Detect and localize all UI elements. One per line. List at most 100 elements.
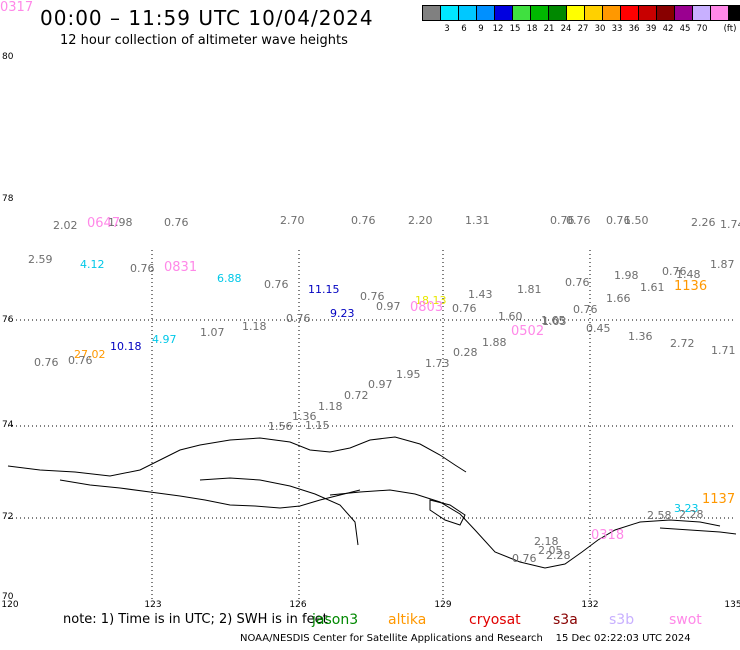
wave-height-value: 2.72: [670, 337, 695, 350]
wave-height-value: 0.76: [130, 262, 155, 275]
observation-time-label: 0318: [591, 528, 625, 543]
wave-height-value: 0.45: [586, 322, 611, 335]
legend-tick-label: 18: [526, 24, 538, 34]
wave-height-value: 4.97: [152, 333, 177, 346]
graticule: [8, 250, 736, 600]
legend-unit: (ft): [723, 24, 737, 34]
wave-height-value: 0.76: [68, 354, 93, 367]
wave-height-value: 0.76: [351, 214, 376, 227]
observation-time-label: 0831: [164, 260, 198, 275]
satellite-jason3: jason3: [312, 612, 359, 628]
wave-height-value: 1.43: [468, 288, 493, 301]
wave-height-value: 2.18: [534, 535, 559, 548]
satellite-swot: swot: [669, 612, 702, 628]
coastline: [7, 436, 737, 569]
observation-time-label: 1136: [674, 279, 708, 294]
footer-note: note: 1) Time is in UTC; 2) SWH is in fe…: [63, 612, 328, 627]
observation-time-label: 0502: [511, 324, 545, 339]
wave-height-value: 0.76: [573, 303, 598, 316]
credit-line: NOAA/NESDIS Center for Satellite Applica…: [240, 633, 691, 644]
observation-time-label: 0647: [87, 216, 121, 231]
satellite-altika: altika: [388, 612, 427, 628]
wave-height-value: 0.28: [453, 346, 478, 359]
lon-label-132: 132: [581, 600, 599, 610]
wave-height-value: 0.97: [368, 378, 393, 391]
legend-swatch: [728, 5, 740, 21]
wave-height-value: 2.28: [546, 549, 571, 562]
legend-tick-label: 24: [560, 24, 572, 34]
wave-height-value: 0.76: [34, 356, 59, 369]
wave-height-value: 1.66: [606, 292, 631, 305]
wave-height-value: 11.15: [308, 283, 340, 296]
legend-tick-label: 70: [696, 24, 708, 34]
lat-label-72: 72: [2, 512, 14, 522]
legend-tick-label: 9: [478, 24, 484, 34]
wave-height-value: 0.76: [566, 214, 591, 227]
wave-height-value: 0.76: [164, 216, 189, 229]
satellite-s3b: s3b: [609, 612, 635, 628]
wave-height-value: 2.26: [691, 216, 716, 229]
legend-tick-label: 36: [628, 24, 640, 34]
wave-height-value: 1.81: [517, 283, 542, 296]
satellite-s3a: s3a: [553, 612, 578, 628]
wave-height-value: 1.18: [318, 400, 343, 413]
credit-timestamp: 15 Dec 02:22:03 UTC 2024: [555, 633, 691, 644]
wave-height-value: 1.50: [624, 214, 649, 227]
wave-height-value: 2.59: [28, 253, 53, 266]
wave-height-value: 9.23: [330, 307, 355, 320]
legend-tick-label: 21: [543, 24, 555, 34]
satellite-cryosat: cryosat: [469, 612, 521, 628]
wave-height-value: 0.76: [512, 552, 537, 565]
lat-label-74: 74: [2, 420, 14, 430]
wave-height-value: 1.36: [292, 410, 317, 423]
wave-height-value: 1.31: [465, 214, 490, 227]
legend-tick-label: 33: [611, 24, 623, 34]
wave-height-value: 1.03: [542, 315, 567, 328]
wave-height-value: 1.56: [268, 420, 293, 433]
map-subtitle: 12 hour collection of altimeter wave hei…: [60, 33, 348, 48]
wave-height-value: 1.73: [425, 357, 450, 370]
wave-height-value: 1.07: [200, 326, 225, 339]
wave-height-value: 1.65: [541, 314, 566, 327]
wave-height-value: 0.76: [550, 214, 575, 227]
wave-height-value: 1.98: [108, 216, 133, 229]
wave-height-value: 2.20: [408, 214, 433, 227]
legend-tick-label: 45: [679, 24, 691, 34]
legend-swatches: [422, 5, 740, 21]
legend-tick-label: 30: [594, 24, 606, 34]
wave-height-value: 1.36: [628, 330, 653, 343]
wave-height-value: 0.76: [286, 312, 311, 325]
legend-tick-label: 39: [645, 24, 657, 34]
wave-height-value: 10.18: [110, 340, 142, 353]
observation-time-label: 0803: [410, 300, 444, 315]
legend-tick-label: 42: [662, 24, 674, 34]
wave-height-value: 0.76: [565, 276, 590, 289]
lat-label-76: 76: [2, 315, 14, 325]
lat-label-70: 70: [2, 592, 14, 602]
wave-height-value: 2.28: [679, 508, 704, 521]
wave-height-value: 6.88: [217, 272, 242, 285]
wave-height-value: 2.58: [647, 509, 672, 522]
lon-label-123: 123: [144, 600, 162, 610]
lat-label-78: 78: [2, 194, 14, 204]
credit-text: NOAA/NESDIS Center for Satellite Applica…: [240, 633, 543, 644]
lon-label-135: 135: [724, 600, 740, 610]
observation-time-label: 1137: [702, 492, 736, 507]
wave-height-value: 0.76: [662, 265, 687, 278]
wave-height-value: 1.48: [676, 268, 701, 281]
observation-time-label: 0317: [0, 0, 34, 15]
wave-height-value: 1.15: [305, 419, 330, 432]
wave-height-value: 0.72: [344, 389, 369, 402]
legend-tick-label: 27: [577, 24, 589, 34]
wave-height-value: 1.95: [396, 368, 421, 381]
legend-tick-label: 15: [509, 24, 521, 34]
lon-label-120: 120: [1, 600, 19, 610]
wave-height-value: 1.61: [640, 281, 665, 294]
wave-height-value: 1.18: [242, 320, 267, 333]
wave-height-value: 2.02: [53, 219, 78, 232]
wave-height-value: 0.76: [606, 214, 631, 227]
lon-label-126: 126: [289, 600, 307, 610]
legend-tick-label: 12: [492, 24, 504, 34]
wave-height-value: 1.71: [711, 344, 736, 357]
